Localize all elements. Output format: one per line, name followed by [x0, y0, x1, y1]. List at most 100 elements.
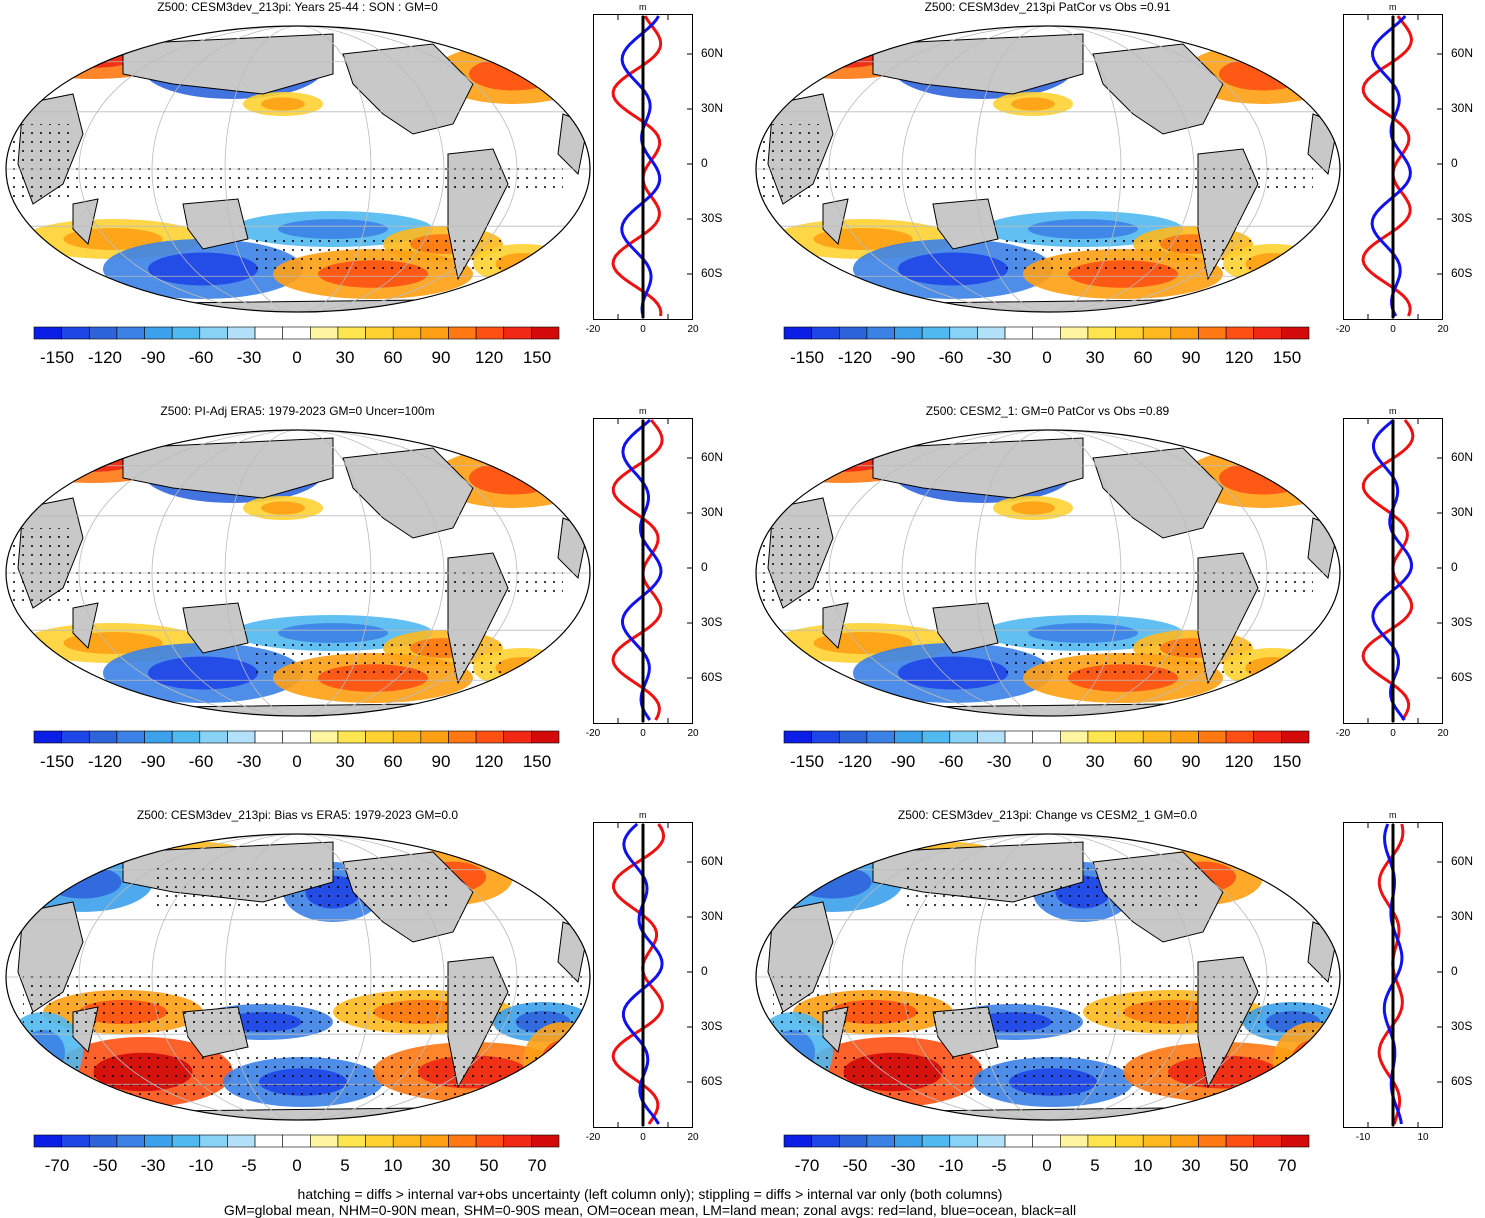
colorbar-swatch [531, 730, 560, 744]
zonal-unit: m [1389, 810, 1397, 820]
zonal-tick-label: 20 [687, 324, 699, 335]
zonal-tick-label: 20 [1437, 324, 1449, 335]
colorbar-label: 90 [1181, 348, 1201, 367]
colorbar-label: 0 [292, 348, 302, 367]
panel-4: Z500: CESM2_1: GM=0 PatCor vs Obs =0.89 -… [750, 404, 1485, 804]
colorbar-label: -60 [188, 752, 214, 771]
landmass [822, 602, 849, 649]
colorbar-swatch [503, 326, 532, 340]
colorbar-swatch [310, 1134, 339, 1148]
latitude-label: 0 [701, 560, 708, 574]
colorbar-swatch [1198, 1134, 1227, 1148]
latitude-label: 60N [701, 854, 724, 868]
colorbar-swatch [503, 730, 532, 744]
landmass [182, 602, 249, 654]
zonal-tick-label: 0 [640, 1132, 646, 1143]
panel-6: Z500: CESM3dev_213pi: Change vs CESM2_1 … [750, 808, 1485, 1208]
colorbar-label: -60 [188, 348, 214, 367]
colorbar-swatch [33, 1134, 62, 1148]
colorbar-label: 10 [383, 1156, 403, 1175]
colorbar-swatch [365, 730, 394, 744]
landmass [932, 602, 999, 654]
map-plot [5, 25, 591, 313]
map-plot [755, 429, 1341, 717]
colorbar-swatch [365, 326, 394, 340]
colorbar-label: -90 [890, 348, 916, 367]
colorbar-swatch [1170, 730, 1199, 744]
latitude-label: 30S [701, 1019, 723, 1033]
latitude-label: 0 [701, 156, 708, 170]
colorbar-label: -60 [938, 348, 964, 367]
colorbar-swatch [448, 326, 477, 340]
colorbar-label: 0 [1042, 348, 1052, 367]
colorbar-swatch [116, 1134, 145, 1148]
colorbar-swatch [1253, 1134, 1282, 1148]
colorbar-swatch [144, 1134, 173, 1148]
colorbar-swatch [254, 326, 283, 340]
colorbar-swatch [1060, 326, 1089, 340]
colorbar [783, 1134, 1310, 1148]
zonal-tick-label: 0 [640, 324, 646, 335]
zonal-tick-label: 20 [687, 1132, 699, 1143]
colorbar-swatch [1170, 1134, 1199, 1148]
panel-title: Z500: CESM3dev_213pi: Years 25-44 : SON … [157, 0, 438, 14]
colorbar-label: 30 [1085, 348, 1105, 367]
zonal-tick-label: -20 [585, 728, 601, 739]
landmass [122, 437, 334, 499]
map-plot [5, 429, 591, 717]
latitude-label: 0 [1451, 964, 1458, 978]
zonal-ocean-curve [620, 15, 662, 317]
colorbar-swatch [783, 326, 812, 340]
colorbar-label: 5 [340, 1156, 350, 1175]
colorbar-swatch [227, 730, 256, 744]
anomaly-region [1253, 842, 1333, 882]
colorbar-label: -50 [92, 1156, 118, 1175]
colorbar-label: 120 [474, 752, 504, 771]
colorbar-swatch [866, 326, 895, 340]
latitude-label: 30S [1451, 211, 1473, 225]
colorbar-swatch [1253, 730, 1282, 744]
colorbar-swatch [337, 1134, 366, 1148]
colorbar-swatch [1004, 730, 1033, 744]
colorbar-label: -50 [842, 1156, 868, 1175]
colorbar-swatch [894, 326, 923, 340]
zonal-ocean-curve [1371, 418, 1414, 721]
colorbar-label: 30 [335, 348, 355, 367]
colorbar-swatch [116, 730, 145, 744]
colorbar-swatch [1281, 730, 1310, 744]
colorbar-label: -30 [986, 752, 1012, 771]
colorbar-swatch [811, 326, 840, 340]
latitude-label: 30S [1451, 1019, 1473, 1033]
colorbar-swatch [1225, 1134, 1255, 1148]
colorbar-label: 120 [1224, 752, 1254, 771]
colorbar-label: -120 [87, 752, 123, 771]
colorbar-swatch [199, 730, 228, 744]
colorbar-swatch [337, 326, 366, 340]
colorbar-swatch [1170, 326, 1199, 340]
latitude-label: 30S [1451, 615, 1473, 629]
colorbar-swatch [1115, 730, 1144, 744]
colorbar-label: 70 [527, 1156, 547, 1175]
panel-5: Z500: CESM3dev_213pi: Bias vs ERA5: 1979… [0, 808, 735, 1208]
colorbar-label: -10 [188, 1156, 214, 1175]
panel-2: Z500: CESM3dev_213pi PatCor vs Obs =0.91… [750, 0, 1485, 400]
colorbar-label: 50 [479, 1156, 499, 1175]
landmass [72, 602, 99, 649]
colorbar-swatch [392, 730, 422, 744]
latitude-label: 60N [701, 46, 724, 60]
colorbar-swatch [977, 326, 1006, 340]
colorbar-swatch [921, 730, 951, 744]
colorbar-swatch [531, 326, 560, 340]
colorbar-label: -70 [44, 1156, 70, 1175]
latitude-label: 60S [1451, 266, 1473, 280]
colorbar-swatch [1115, 326, 1144, 340]
latitude-label: 60S [1451, 1074, 1473, 1088]
colorbar-label: 10 [1133, 1156, 1153, 1175]
colorbar-label: 60 [1133, 752, 1153, 771]
colorbar-swatch [254, 1134, 283, 1148]
colorbar-swatch [392, 326, 422, 340]
colorbar-swatch [337, 730, 366, 744]
colorbar-label: 60 [383, 348, 403, 367]
zonal-tick-label: 10 [1417, 1132, 1429, 1143]
colorbar-swatch [894, 1134, 923, 1148]
